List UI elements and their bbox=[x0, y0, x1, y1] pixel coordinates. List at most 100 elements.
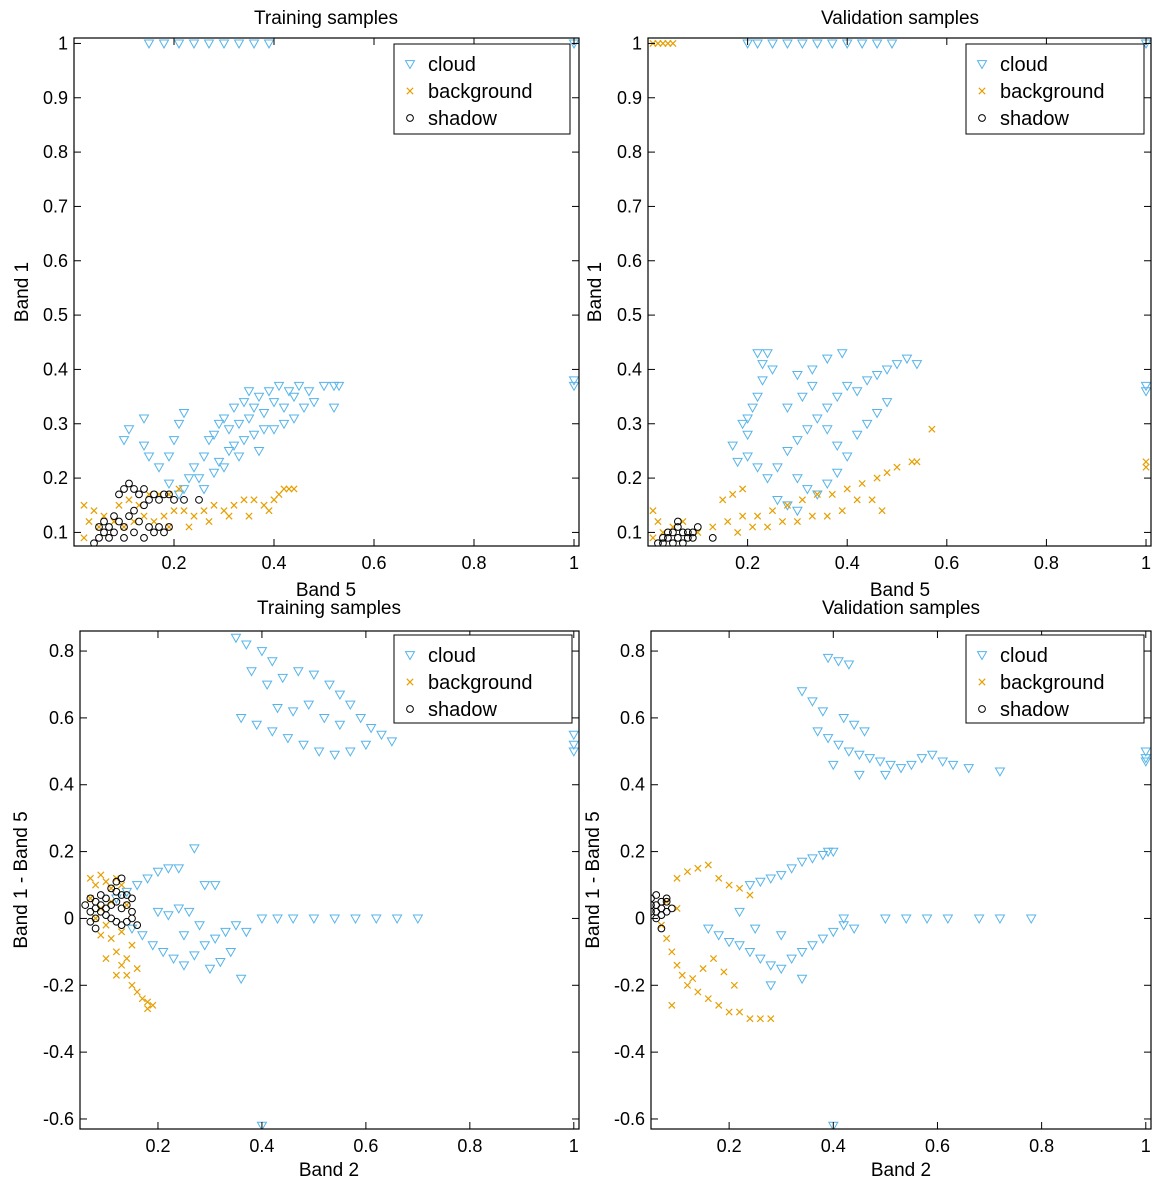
cloud-point bbox=[713, 931, 725, 941]
background-point bbox=[245, 512, 253, 520]
background-point bbox=[143, 1005, 152, 1013]
y-tick-label: 0.5 bbox=[43, 305, 68, 325]
legend-label-shadow: shadow bbox=[428, 699, 497, 721]
background-point bbox=[808, 512, 816, 520]
panel-title: Validation samples bbox=[821, 8, 979, 29]
cloud-point bbox=[843, 747, 855, 757]
cloud-point bbox=[288, 392, 300, 403]
shadow-point bbox=[145, 523, 153, 531]
shadow-point bbox=[102, 904, 110, 913]
cloud-point bbox=[822, 847, 834, 858]
background-point bbox=[868, 496, 876, 504]
shadow-point bbox=[195, 495, 203, 504]
x-axis-label: Band 2 bbox=[299, 1160, 359, 1181]
cloud-point bbox=[278, 403, 290, 413]
cloud-point bbox=[831, 441, 843, 451]
tick-marks: 0.2 0.4 0.6 0.8 1 0.1 0.2 0.3 0.4 0.5 0.6 0.7 0.8 0.9… bbox=[617, 33, 1151, 573]
x-tick-label: 0.8 bbox=[461, 553, 486, 573]
cloud-point bbox=[755, 954, 766, 965]
cloud-point bbox=[775, 871, 787, 881]
background-point bbox=[699, 964, 707, 973]
cloud-point bbox=[188, 844, 200, 854]
cloud-point bbox=[209, 934, 221, 944]
cloud-point bbox=[767, 39, 778, 49]
background-point bbox=[290, 485, 298, 493]
legend-label-background: background bbox=[1000, 672, 1105, 694]
x-tick-label: 0.4 bbox=[835, 553, 860, 573]
cloud-point bbox=[334, 690, 346, 701]
cloud-point bbox=[344, 747, 356, 757]
panel-bottom-right: Validation samples 0.2 0.4 0.6 0.8 1 -0.6 -0.4… bbox=[583, 598, 1152, 1181]
cloud-point bbox=[782, 501, 793, 511]
cloud-point bbox=[833, 740, 844, 751]
shadow-point bbox=[90, 539, 98, 546]
background-point bbox=[669, 39, 677, 48]
x-axis-label: Band 5 bbox=[870, 580, 930, 601]
cloud-point bbox=[238, 398, 250, 408]
shadow-point bbox=[170, 495, 178, 504]
y-axis-label: Band 1 bbox=[12, 262, 33, 322]
cloud-point bbox=[235, 714, 247, 724]
cloud-point bbox=[263, 387, 275, 397]
cloud-legend-icon bbox=[976, 651, 988, 661]
cloud-point bbox=[248, 403, 260, 413]
shadow-point bbox=[120, 523, 128, 531]
x-tick-label: 1 bbox=[569, 1136, 579, 1156]
shadow-point bbox=[651, 907, 655, 916]
background-legend-icon bbox=[978, 678, 986, 686]
background-point bbox=[100, 512, 108, 520]
cloud-point bbox=[885, 760, 896, 771]
cloud-point bbox=[163, 911, 174, 921]
cloud-point bbox=[143, 452, 155, 462]
cloud-point bbox=[734, 907, 745, 918]
cloud-point bbox=[298, 403, 310, 413]
panel-title: Validation samples bbox=[822, 598, 980, 619]
y-tick-label: 0.2 bbox=[43, 468, 68, 488]
shadow-point bbox=[120, 533, 128, 542]
background-point bbox=[720, 968, 728, 976]
cloud-point bbox=[811, 490, 823, 500]
cloud-point bbox=[253, 447, 265, 457]
y-tick-label: 0.8 bbox=[43, 142, 68, 162]
shadow-point bbox=[155, 495, 163, 504]
cloud-point bbox=[273, 381, 285, 392]
shadow-point bbox=[693, 523, 702, 531]
shadow-point bbox=[115, 490, 123, 499]
cloud-point bbox=[266, 727, 278, 737]
background-point bbox=[767, 1015, 775, 1023]
cloud-point bbox=[173, 864, 185, 874]
shadow-point bbox=[688, 528, 697, 537]
cloud-point bbox=[797, 39, 808, 49]
background-point bbox=[128, 981, 136, 989]
cloud-point bbox=[214, 958, 226, 968]
cloud-point bbox=[308, 670, 320, 680]
shadow-legend-icon bbox=[978, 705, 986, 713]
cloud-point bbox=[895, 764, 907, 774]
background-point bbox=[210, 501, 218, 509]
cloud-point bbox=[994, 767, 1006, 777]
cloud-point bbox=[796, 947, 808, 958]
cloud-point bbox=[737, 419, 748, 430]
shadow-point bbox=[130, 506, 138, 515]
cloud-point bbox=[734, 941, 745, 951]
background-point bbox=[838, 507, 846, 515]
background-point bbox=[205, 517, 213, 526]
cloud-point bbox=[243, 414, 255, 424]
y-tick-label: 0.4 bbox=[43, 359, 68, 379]
background-point bbox=[102, 921, 110, 929]
background-point bbox=[250, 496, 258, 504]
cloud-point bbox=[861, 419, 873, 430]
cloud-point bbox=[755, 877, 766, 888]
cloud-point bbox=[856, 39, 868, 49]
y-axis-label: Band 1 bbox=[585, 262, 606, 322]
cloud-point bbox=[568, 747, 579, 757]
cloud-point bbox=[822, 734, 834, 744]
legend: cloud background shadow bbox=[965, 634, 1145, 724]
cloud-point bbox=[942, 914, 954, 924]
cloud-point bbox=[272, 703, 283, 714]
cloud-point bbox=[137, 931, 148, 941]
cloud-point bbox=[256, 914, 268, 924]
cloud-point bbox=[178, 931, 190, 941]
cloud-point bbox=[792, 506, 803, 517]
